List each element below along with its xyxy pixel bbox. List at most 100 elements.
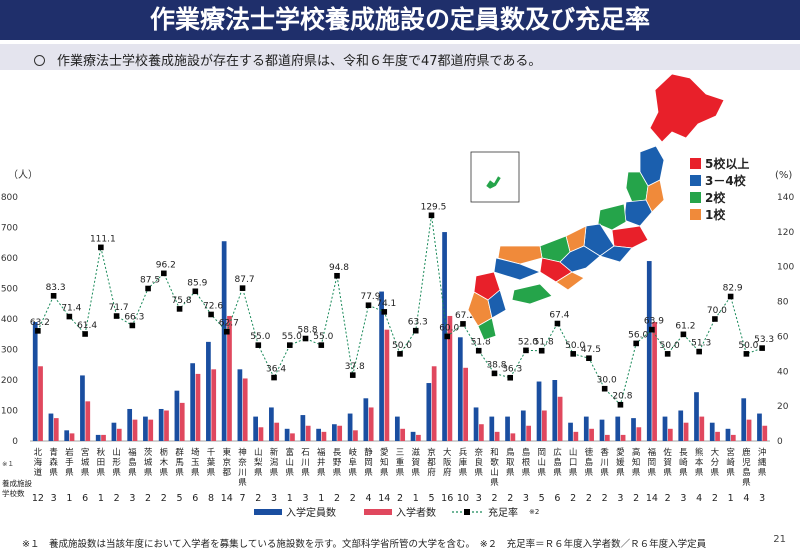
school-count: 2 [633,493,639,504]
bar-enrolled [38,366,43,441]
rate-point [460,321,466,327]
rate-point [82,331,88,337]
bar-capacity [284,428,290,441]
bar-enrolled [195,373,201,441]
rate-point [98,244,104,251]
rate-label: 56.0 [628,330,648,340]
subtitle-text: 作業療法士学校養成施設が存在する都道府県は、令和６年度で47都道府県である。 [57,54,542,69]
bar-capacity [552,380,558,441]
bar-capacity [48,413,54,441]
rate-point [349,372,356,378]
bar-capacity [80,375,85,441]
right-tick-label: 120 [777,228,794,238]
category-label: 福岡県 [648,447,657,478]
bar-capacity [111,422,117,441]
school-count: 1 [728,493,734,504]
rate-label: 63.2 [30,318,50,328]
bar-capacity [709,422,715,441]
bar-capacity [694,392,699,441]
bar-capacity [394,416,400,441]
category-label: 福島県 [128,447,137,478]
category-label: 茨城県 [144,447,153,478]
category-label: 東京都 [223,447,232,478]
rate-point [66,313,73,320]
bar-enrolled [337,425,343,441]
bar-enrolled [589,428,594,441]
rate-point [224,328,230,335]
right-tick-label: 80 [777,298,789,308]
rate-label: 75.8 [172,296,192,306]
map-legend-swatch [690,175,701,186]
school-count: 3 [129,493,135,504]
bar-capacity [253,416,258,441]
bar-enrolled [730,434,736,441]
category-label: 三重県 [396,448,405,478]
rate-label: 83.3 [46,283,66,293]
rate-label: 67.2 [455,311,475,321]
school-count: 2 [665,493,671,504]
chubu-south [559,245,601,273]
bar-capacity [678,410,684,441]
rate-point [649,326,655,333]
category-label: 宮城県 [81,447,90,478]
bar-enrolled [274,422,280,441]
map-legend-label: 1校 [705,207,726,222]
japan-map [467,73,725,341]
category-label: 宮崎県 [726,447,735,478]
bar-capacity [615,416,621,441]
rate-label: 58.8 [298,326,318,336]
right-tick-label: 0 [777,437,783,447]
rate-label: 66.3 [124,312,144,322]
rate-label: 96.2 [156,260,176,270]
category-label: 北海道 [34,448,43,478]
bar-enrolled [384,329,390,441]
rate-label: 61.2 [675,321,695,331]
bar-enrolled [715,431,720,441]
bar-capacity [300,415,306,441]
bar-enrolled [526,425,531,441]
category-label: 大阪府 [443,447,452,478]
school-count: 2 [161,493,167,504]
tokai [599,245,633,263]
bar-capacity [662,416,668,441]
rate-point [507,374,514,381]
rate-point [617,401,624,408]
category-label: 岐阜県 [349,447,358,478]
bar-capacity [95,434,101,441]
school-count: 12 [32,493,44,504]
rate-label: 38.8 [486,360,506,370]
kanto-region [611,225,649,249]
rate-label: 72.6 [203,301,223,311]
rate-point [712,316,718,322]
bar-capacity [757,413,762,441]
school-count: 2 [507,493,513,504]
bar-capacity [174,390,180,441]
category-label: 秋田県 [97,447,106,478]
map-legend-swatch [690,158,701,169]
bar-enrolled [620,434,626,441]
rate-label: 30.0 [597,376,617,386]
left-tick-label: 0 [12,437,18,447]
school-count: 6 [192,493,198,504]
rate-point [192,288,199,295]
left-tick-label: 100 [1,407,18,417]
chugoku-south [493,257,542,281]
rate-point [759,345,765,351]
school-count: 14 [646,493,658,504]
rate-point [633,340,639,347]
category-label: 神奈川県 [238,447,247,488]
map-legend-label: 3－4校 [705,173,747,188]
category-label: 熊本県 [695,447,704,478]
bar-capacity [379,291,384,441]
category-label: 滋賀県 [411,447,420,478]
rate-label: 129.5 [421,202,447,212]
right-tick-label: 20 [777,402,789,412]
school-count: 1 [98,493,104,504]
rate-point [664,351,671,357]
category-label: 大分県 [711,447,720,478]
category-label: 青森県 [49,447,58,478]
rate-point [145,285,151,292]
bar-capacity [127,408,133,441]
school-count: 2 [397,493,403,504]
map-legend-label: 5校以上 [705,156,749,171]
